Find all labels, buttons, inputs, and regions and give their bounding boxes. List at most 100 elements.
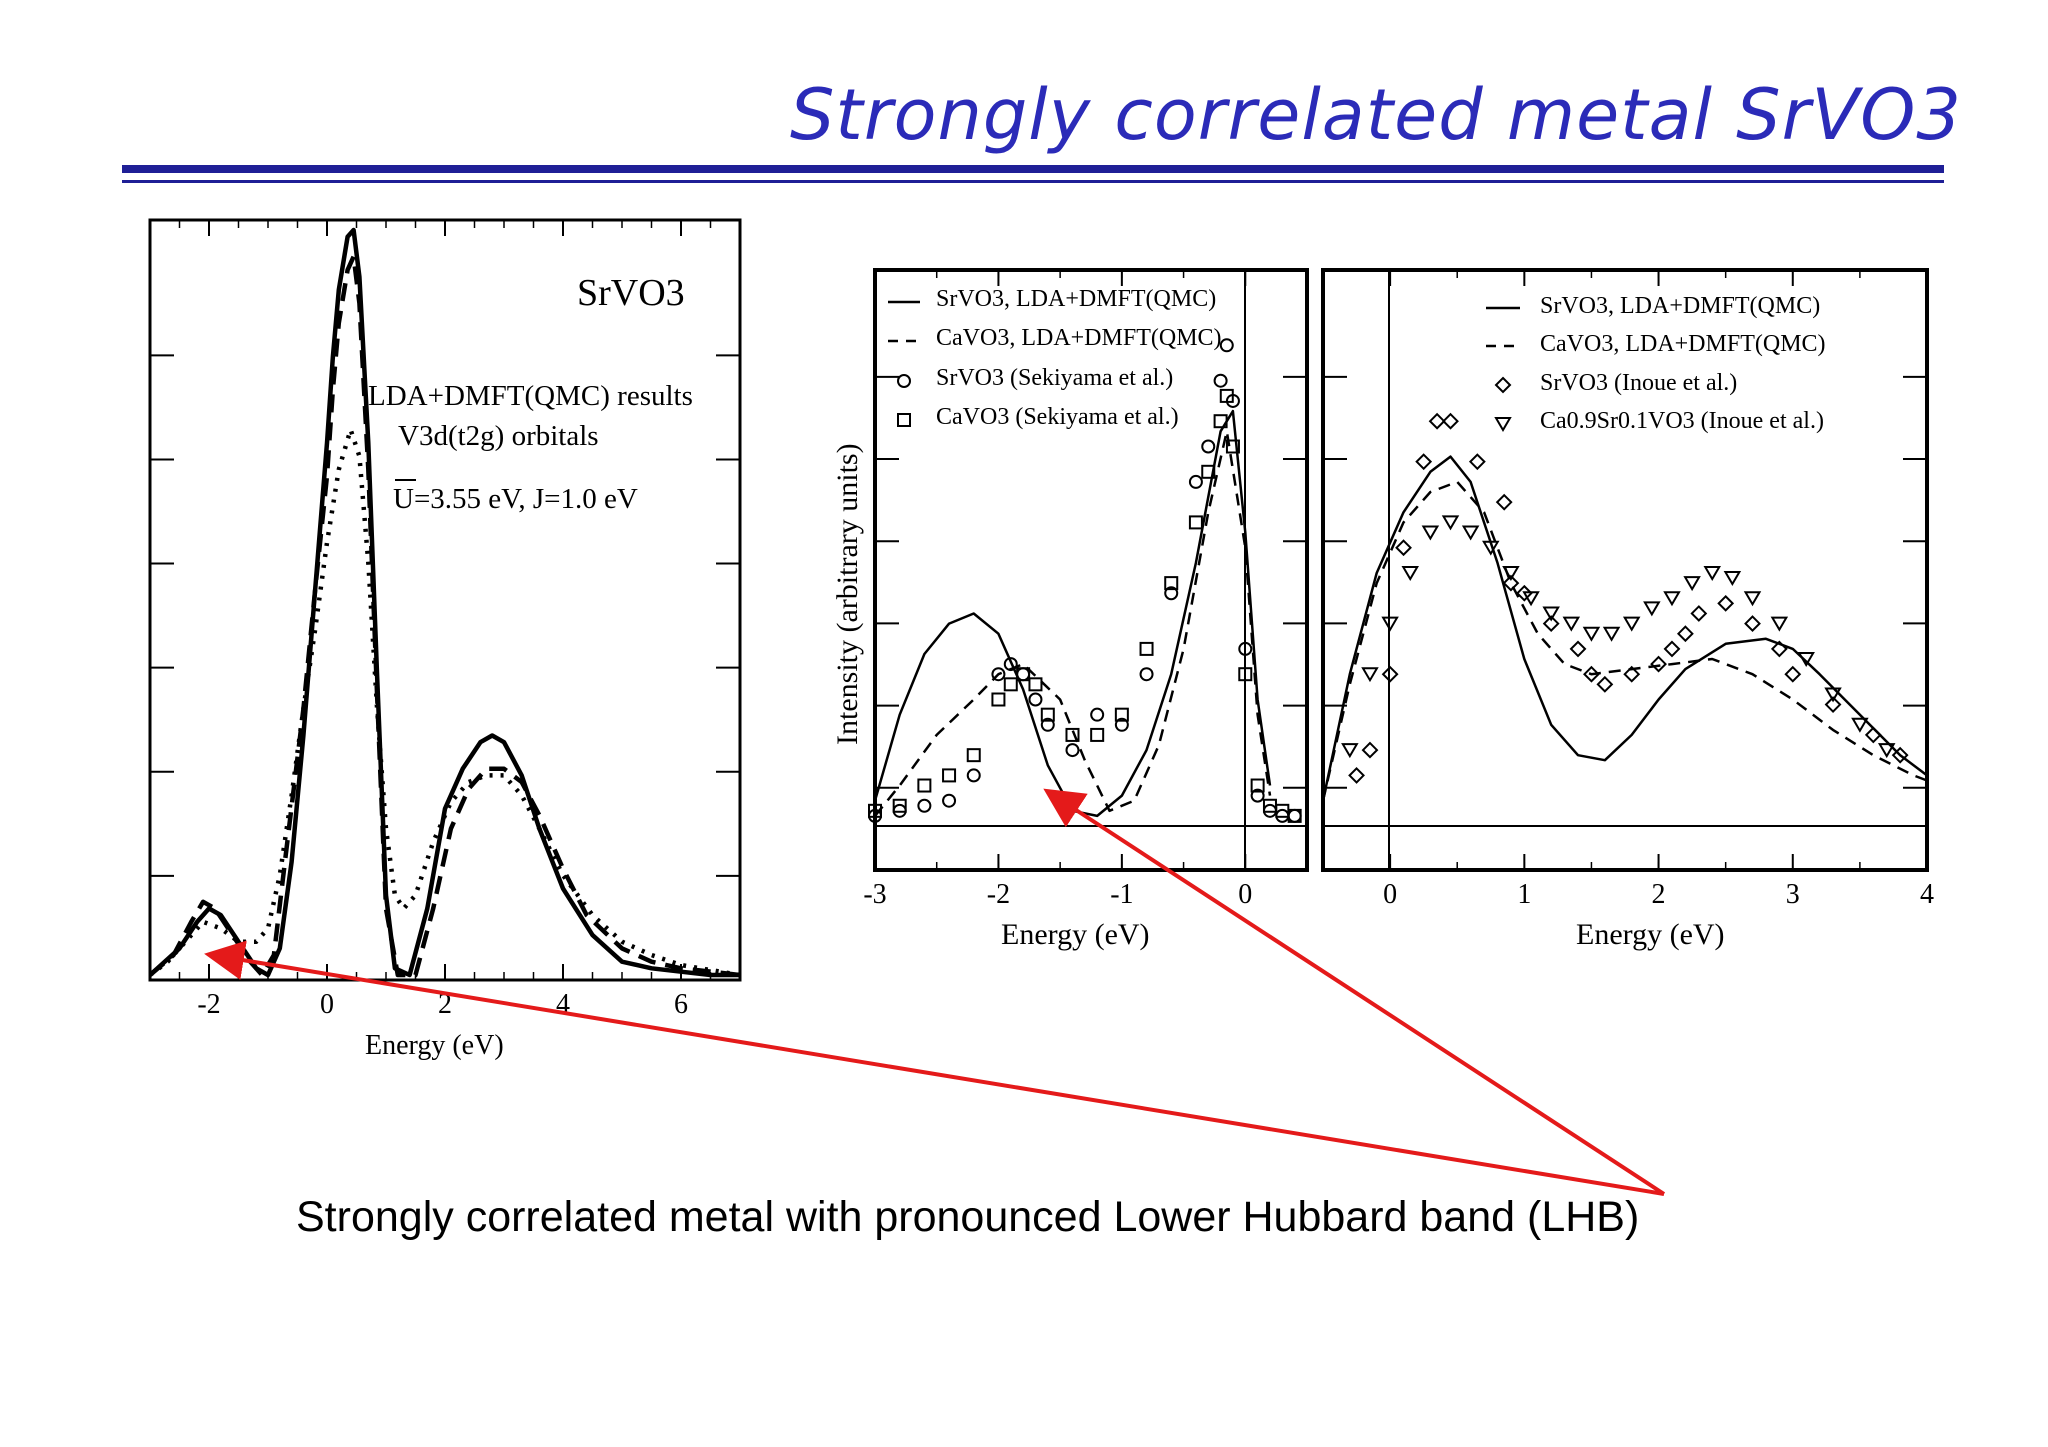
data-point-triangle [1877,743,1896,759]
panel1-text3: U=3.55 eV, J=1.0 eV [393,483,638,515]
panel3-legend-item: CaVO3, LDA+DMFT(QMC) [1540,331,1826,357]
panel3-legend-swatch-triangle [1494,417,1512,432]
series-line-solid [1321,455,1928,801]
panel2-xlabel: Energy (eV) [1001,918,1150,951]
data-point-triangle [1851,717,1869,733]
data-point-diamond [1361,741,1379,759]
data-point-circle [1065,743,1080,758]
data-point-triangle [1723,571,1742,587]
data-point-diamond [1348,766,1365,784]
data-point-triangle [1562,616,1581,632]
data-point-triangle [1401,566,1419,581]
x-tick-label: 3 [1786,879,1800,910]
panel2-ylabel: Intensity (arbitrary units) [831,443,864,745]
data-point-square [1188,515,1203,530]
caption: Strongly correlated metal with pronounce… [296,1193,1640,1241]
panel3-ticks [1322,270,1928,870]
x-tick-label: 2 [1652,879,1666,910]
panel1-chart: -2 0 2 4 6 SrVO3 LDA+DMFT(QMC) results V3d(t… [148,218,742,1061]
x-tick-label: 0 [1238,879,1252,910]
data-point-triangle [1421,525,1440,541]
title-rule-thick [122,165,1944,173]
data-point-diamond [1623,665,1641,683]
panel1-text1: LDA+DMFT(QMC) results [368,380,693,412]
panel3-chart: 0 1 2 3 4 SrVO3, LDA+DMFT(QMC) CaVO3, LDA+DM… [1321,268,1934,951]
x-tick-label: 0 [1383,879,1397,910]
series-line-solid [873,409,1272,818]
panel2-frame [873,268,1309,872]
panel3-xlabel: Energy (eV) [1576,918,1725,951]
data-point-triangle [1441,515,1460,531]
data-point-diamond [1864,726,1882,744]
data-point-square [1213,414,1228,429]
panel3-legend-item: Ca0.9Sr0.1VO3 (Inoue et al.) [1540,408,1824,434]
data-point-triangle [1461,525,1480,541]
panel2-legend-swatch-circle [897,374,911,388]
data-point-square [1287,808,1302,823]
data-point-square [991,692,1006,707]
series-line-dashed [148,254,741,978]
x-tick-label: -2 [987,879,1010,910]
title-rule-thin [122,180,1944,183]
data-point-circle [1090,707,1105,722]
data-point-circle [1188,474,1203,489]
data-point-triangle [1643,601,1661,617]
data-point-square [942,768,957,783]
panel3-legend-item: SrVO3, LDA+DMFT(QMC) [1540,293,1820,319]
data-point-triangle [1502,566,1520,581]
data-point-triangle [1683,576,1701,592]
data-point-square [1201,464,1216,479]
panel2-legend-item: SrVO3 (Sekiyama et al.) [936,365,1173,391]
data-point-circle [991,667,1006,682]
data-point-diamond [1784,665,1802,683]
data-point-diamond [1442,412,1459,430]
panel1-ticks [149,220,741,980]
panel1-series [148,227,741,978]
arrow-to-panel2-lhb [1043,788,1666,1196]
data-point-square [1225,439,1240,454]
data-point-square [1139,641,1154,656]
series-line-dashed [874,430,1272,817]
panel1-frame [148,218,742,982]
panel3-legend: SrVO3, LDA+DMFT(QMC) CaVO3, LDA+DMFT(QMC… [1486,293,1826,434]
data-point-circle [1287,808,1302,823]
data-point-square [966,748,981,763]
lhb-arrows [204,788,1666,1196]
data-point-triangle [1703,566,1721,581]
panel2-xtick-labels: -3 -2 -1 0 [863,879,1252,910]
data-point-diamond [1428,412,1446,430]
data-point-triangle [1482,540,1500,556]
data-point-square [1238,667,1253,682]
data-point-diamond [1415,453,1433,471]
x-tick-label: -2 [197,989,220,1020]
data-point-diamond [1395,539,1412,557]
x-tick-label: 0 [320,989,334,1020]
data-point-diamond [1569,640,1587,658]
data-point-triangle [1381,616,1399,632]
x-tick-label: 1 [1517,879,1531,910]
data-point-square [1028,677,1043,692]
panel2-legend-item: CaVO3 (Sekiyama et al.) [936,404,1179,430]
data-point-circle [1250,788,1265,803]
panel1-text2: V3d(t2g) orbitals [398,420,599,452]
panel3-frame [1321,268,1929,872]
x-tick-label: -1 [1110,879,1133,910]
data-point-circle [1040,717,1055,732]
data-point-diamond [1676,625,1694,643]
data-point-diamond [1468,453,1486,471]
data-point-circle [1003,657,1018,672]
data-point-circle [1213,373,1228,388]
panel3-legend-swatch-diamond [1494,376,1512,394]
data-point-diamond [1515,584,1533,602]
data-point-diamond [1717,594,1735,612]
data-point-triangle [1602,626,1621,642]
x-tick-label: -3 [863,879,886,910]
panel2-series [868,338,1302,823]
panel1-label: SrVO3 [577,272,685,314]
data-point-diamond [1596,675,1614,693]
panel2-ticks [874,270,1308,870]
data-point-circle [942,793,957,808]
data-point-square [1164,576,1179,591]
